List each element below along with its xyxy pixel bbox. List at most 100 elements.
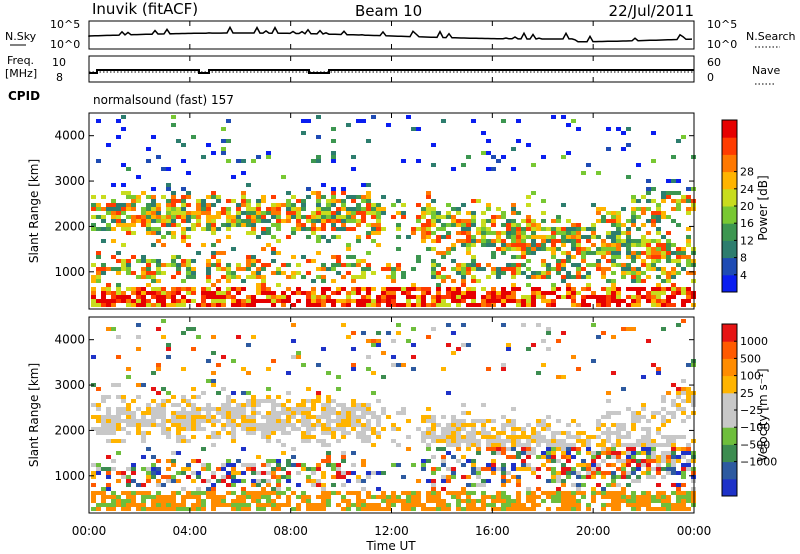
- heatmap-cell: [246, 295, 251, 299]
- heatmap-cell: [271, 423, 276, 427]
- heatmap-cell: [186, 275, 191, 279]
- heatmap-cell: [146, 207, 151, 211]
- x-tick-label: 12:00: [374, 524, 409, 538]
- heatmap-cell: [311, 227, 316, 231]
- heatmap-cell: [441, 295, 446, 299]
- heatmap-cell: [161, 407, 166, 411]
- heatmap-cell: [91, 355, 96, 359]
- heatmap-cell: [121, 211, 126, 215]
- heatmap-cell: [131, 287, 136, 291]
- heatmap-cell: [516, 247, 521, 251]
- heatmap-cell: [486, 295, 491, 299]
- heatmap-cell: [536, 495, 541, 499]
- heatmap-cell: [251, 335, 256, 339]
- heatmap-cell: [171, 499, 176, 503]
- heatmap-cell: [591, 203, 596, 207]
- heatmap-cell: [211, 231, 216, 235]
- heatmap-cell: [611, 443, 616, 447]
- heatmap-cell: [251, 467, 256, 471]
- heatmap-cell: [301, 419, 306, 423]
- heatmap-cell: [306, 219, 311, 223]
- heatmap-cell: [206, 487, 211, 491]
- heatmap-cell: [126, 195, 131, 199]
- heatmap-cell: [651, 443, 656, 447]
- heatmap-cell: [126, 411, 131, 415]
- heatmap-cell: [446, 291, 451, 295]
- heatmap-cell: [246, 267, 251, 271]
- heatmap-cell: [261, 263, 266, 267]
- heatmap-cell: [356, 491, 361, 495]
- heatmap-cell: [301, 499, 306, 503]
- heatmap-cell: [661, 215, 666, 219]
- heatmap-cell: [171, 415, 176, 419]
- heatmap-cell: [561, 243, 566, 247]
- velocity-y-label: Slant Range [km]: [27, 363, 41, 467]
- heatmap-cell: [676, 435, 681, 439]
- heatmap-cell: [261, 479, 266, 483]
- heatmap-cell: [456, 231, 461, 235]
- heatmap-cell: [476, 483, 481, 487]
- heatmap-cell: [381, 211, 386, 215]
- heatmap-cell: [576, 487, 581, 491]
- heatmap-cell: [516, 503, 521, 507]
- heatmap-cell: [356, 435, 361, 439]
- heatmap-cell: [116, 495, 121, 499]
- heatmap-cell: [176, 215, 181, 219]
- heatmap-cell: [556, 219, 561, 223]
- heatmap-cell: [511, 455, 516, 459]
- heatmap-cell: [346, 407, 351, 411]
- heatmap-cell: [531, 227, 536, 231]
- heatmap-cell: [271, 415, 276, 419]
- heatmap-cell: [161, 483, 166, 487]
- heatmap-cell: [266, 263, 271, 267]
- heatmap-cell: [616, 475, 621, 479]
- heatmap-cell: [356, 203, 361, 207]
- heatmap-cell: [681, 287, 686, 291]
- heatmap-cell: [436, 299, 441, 303]
- heatmap-cell: [516, 299, 521, 303]
- heatmap-cell: [621, 423, 626, 427]
- heatmap-cell: [171, 291, 176, 295]
- heatmap-cell: [496, 435, 501, 439]
- heatmap-cell: [126, 419, 131, 423]
- heatmap-cell: [501, 247, 506, 251]
- heatmap-cell: [156, 459, 161, 463]
- heatmap-cell: [421, 215, 426, 219]
- heatmap-cell: [676, 139, 681, 143]
- heatmap-cell: [631, 479, 636, 483]
- heatmap-cell: [491, 507, 496, 511]
- heatmap-cell: [461, 491, 466, 495]
- heatmap-cell: [321, 407, 326, 411]
- heatmap-cell: [406, 287, 411, 291]
- heatmap-cell: [111, 503, 116, 507]
- heatmap-cell: [501, 239, 506, 243]
- heatmap-cell: [131, 303, 136, 307]
- heatmap-cell: [511, 275, 516, 279]
- heatmap-cell: [541, 427, 546, 431]
- heatmap-cell: [601, 303, 606, 307]
- heatmap-cell: [391, 339, 396, 343]
- heatmap-cell: [476, 227, 481, 231]
- heatmap-cell: [151, 411, 156, 415]
- heatmap-cell: [651, 239, 656, 243]
- heatmap-cell: [391, 203, 396, 207]
- heatmap-cell: [531, 223, 536, 227]
- heatmap-cell: [421, 287, 426, 291]
- heatmap-cell: [351, 219, 356, 223]
- heatmap-cell: [596, 207, 601, 211]
- heatmap-cell: [681, 291, 686, 295]
- heatmap-cell: [656, 283, 661, 287]
- heatmap-cell: [631, 327, 636, 331]
- heatmap-cell: [251, 431, 256, 435]
- heatmap-cell: [161, 423, 166, 427]
- heatmap-cell: [236, 203, 241, 207]
- heatmap-cell: [571, 483, 576, 487]
- heatmap-cell: [631, 495, 636, 499]
- heatmap-cell: [486, 447, 491, 451]
- heatmap-cell: [131, 255, 136, 259]
- heatmap-cell: [596, 295, 601, 299]
- heatmap-cell: [136, 323, 141, 327]
- heatmap-cell: [476, 431, 481, 435]
- heatmap-cell: [611, 371, 616, 375]
- heatmap-cell: [271, 427, 276, 431]
